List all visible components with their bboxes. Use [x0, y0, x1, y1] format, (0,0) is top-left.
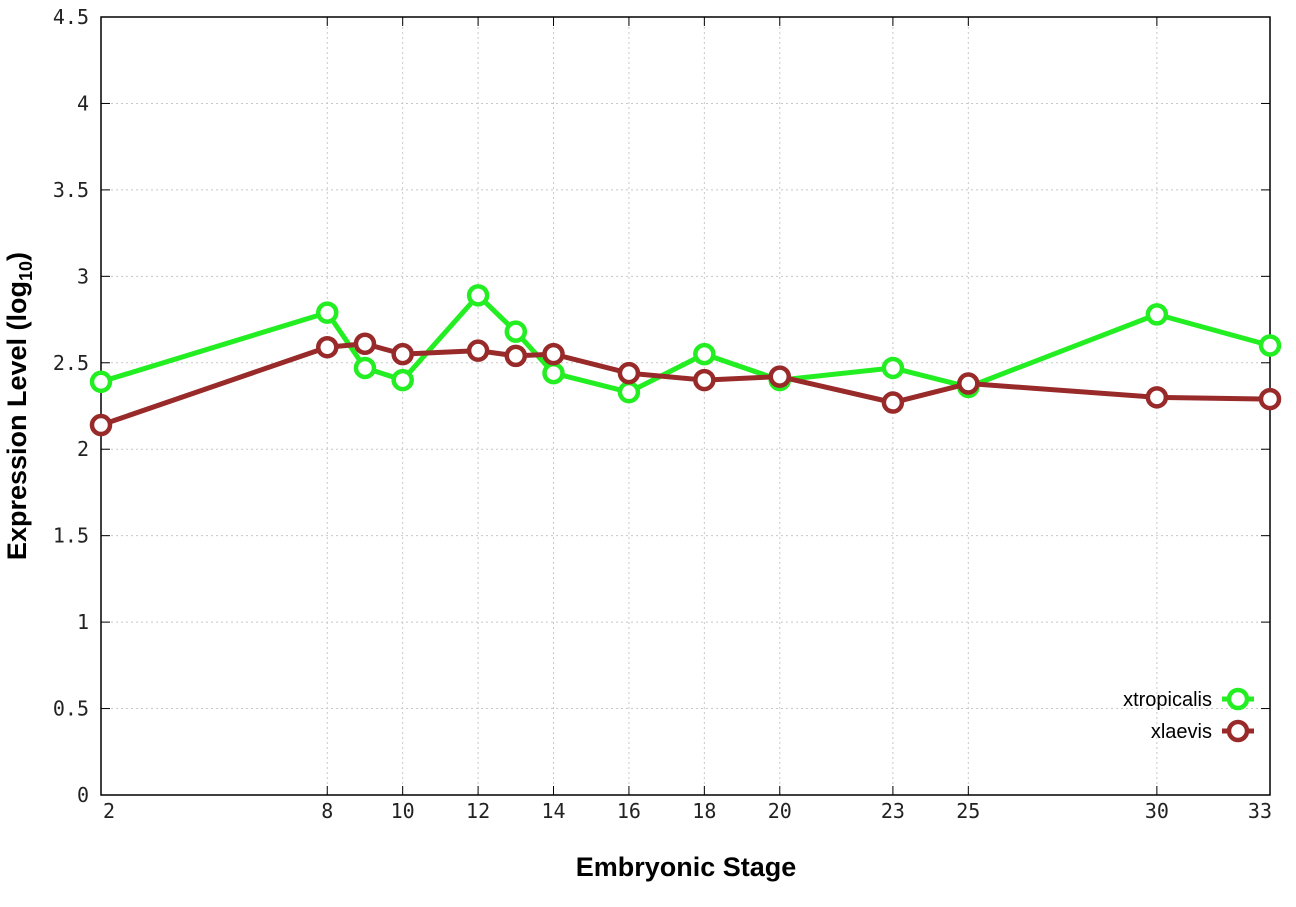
grid-lines — [101, 17, 1270, 795]
data-point-xtropicalis — [1258, 334, 1282, 357]
data-point-xtropicalis — [542, 361, 565, 385]
legend-label-xlaevis: xlaevis — [1151, 721, 1212, 743]
y-axis-title-main: Expression Level (log — [2, 281, 32, 560]
x-tick-label: 23 — [881, 799, 905, 823]
legend-label-xtropicalis: xtropicalis — [1123, 689, 1212, 711]
y-axis-title: Expression Level (log10) — [2, 252, 36, 560]
data-point-xlaevis — [957, 372, 980, 395]
x-axis-title: Embryonic Stage — [576, 852, 797, 882]
data-point-xlaevis — [89, 413, 113, 437]
legend-marker-xlaevis — [1226, 719, 1250, 743]
data-point-xlaevis — [768, 365, 792, 388]
y-tick-label: 4 — [77, 91, 89, 115]
x-tick-label: 20 — [768, 799, 792, 823]
y-tick-label: 1.5 — [53, 524, 89, 548]
y-tick-label: 4.5 — [53, 5, 89, 29]
data-point-xtropicalis — [693, 342, 716, 366]
data-point-xlaevis — [693, 368, 716, 392]
data-point-xlaevis — [504, 344, 528, 368]
data-point-xtropicalis — [617, 380, 641, 404]
y-axis-title-close: ) — [2, 252, 32, 261]
x-tick-label: 12 — [466, 799, 490, 823]
data-point-xtropicalis — [391, 368, 414, 392]
data-point-xtropicalis — [504, 320, 528, 343]
y-axis-title-subscript: 10 — [16, 261, 36, 281]
data-point-xtropicalis — [466, 284, 490, 307]
series-line-xlaevis — [100, 341, 1271, 428]
data-point-xlaevis — [881, 391, 905, 414]
y-tick-label: 0.5 — [53, 697, 89, 721]
legend: xtropicalis xlaevis — [1123, 687, 1254, 743]
data-point-xtropicalis — [316, 301, 339, 324]
x-tick-label: 16 — [617, 799, 641, 823]
data-point-xlaevis — [617, 361, 641, 385]
data-point-xtropicalis — [353, 356, 377, 380]
series-layer — [89, 284, 1282, 437]
data-point-xlaevis — [1258, 387, 1282, 411]
data-point-xlaevis — [1145, 386, 1169, 409]
data-point-xtropicalis — [89, 370, 113, 394]
x-tick-label: 33 — [1248, 799, 1272, 823]
data-point-xlaevis — [391, 342, 414, 366]
x-tick-label: 18 — [692, 799, 716, 823]
plot-frame — [100, 16, 1271, 796]
x-tick-label: 8 — [321, 799, 333, 823]
y-tick-label: 2.5 — [53, 351, 89, 375]
axis-ticks: 0 0.5 1 1.5 2 2.5 3 3.5 4 4.5 2 8 10 12 14 16 18 20 23 25 30… — [53, 5, 1272, 823]
y-tick-label: 3 — [77, 264, 89, 288]
legend-marker-xtropicalis — [1226, 687, 1250, 711]
data-point-xlaevis — [542, 342, 565, 366]
data-point-xlaevis — [466, 339, 490, 362]
x-tick-label: 30 — [1145, 799, 1169, 823]
data-point-xlaevis — [353, 332, 377, 356]
y-tick-label: 1 — [77, 610, 89, 634]
x-tick-label: 10 — [391, 799, 415, 823]
y-tick-label: 0 — [77, 783, 89, 807]
x-tick-label: 2 — [103, 799, 115, 823]
x-tick-label: 25 — [956, 799, 980, 823]
y-tick-label: 2 — [77, 437, 89, 461]
y-tick-label: 3.5 — [53, 178, 89, 202]
x-tick-label: 14 — [541, 799, 565, 823]
data-point-xlaevis — [316, 335, 339, 359]
data-point-xtropicalis — [1145, 303, 1169, 326]
data-point-xtropicalis — [881, 356, 905, 380]
